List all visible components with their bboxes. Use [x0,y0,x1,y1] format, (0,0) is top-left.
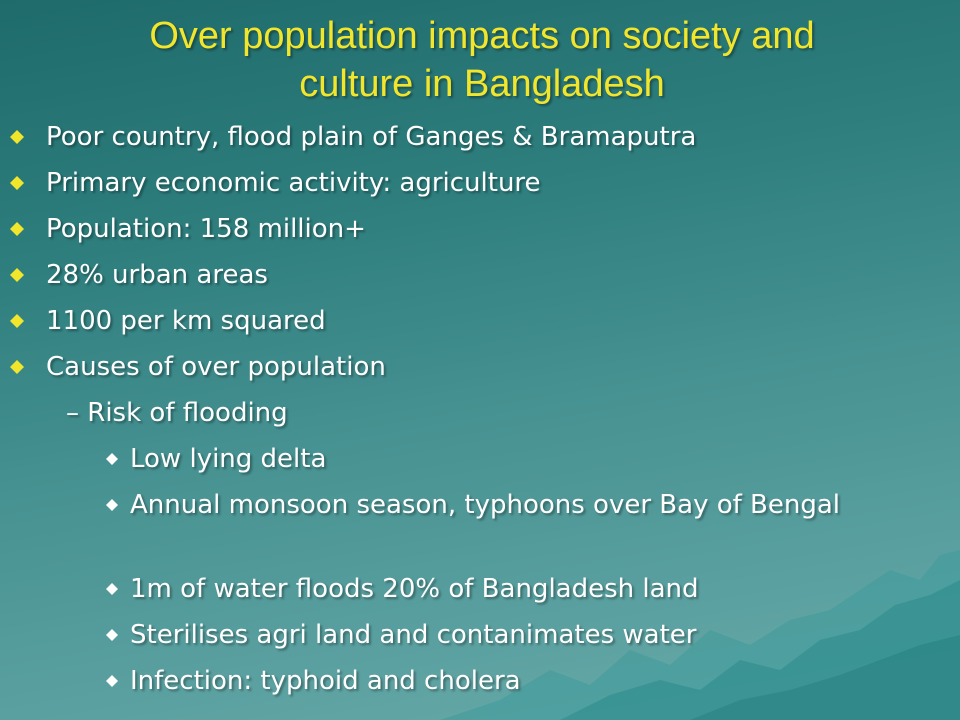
diamond-bullet-icon [106,675,118,687]
slide-title: Over population impacts on society and c… [40,12,924,108]
bullet-text: 28% urban areas [46,260,268,290]
mountain-background-graphic [440,550,960,720]
bullet-text: Low lying delta [130,444,327,474]
bullet-text: Population: 158 million+ [46,214,366,244]
bullet-text: Poor country, flood plain of Ganges & Br… [46,122,697,152]
diamond-bullet-icon [10,360,24,374]
bullet-text: 1100 per km squared [46,306,326,336]
title-line-1: Over population impacts on society and [149,15,815,57]
diamond-bullet-icon [10,130,24,144]
bullet-text: Primary economic activity: agriculture [46,168,541,198]
bullet-text: Causes of over population [46,352,386,382]
bullet-text: Annual monsoon season, typhoons over Bay… [130,490,841,520]
diamond-bullet-icon [10,176,24,190]
bullet-text: 1m of water floods 20% of Bangladesh lan… [130,574,699,604]
diamond-bullet-icon [10,314,24,328]
bullet-text: Sterilises agri land and contanimates wa… [130,620,697,650]
sub-bullet-item: – Risk of flooding [66,398,288,428]
diamond-bullet-icon [106,453,118,465]
title-line-2: culture in Bangladesh [299,63,665,105]
diamond-bullet-icon [106,583,118,595]
diamond-bullet-icon [106,629,118,641]
bullet-text: Infection: typhoid and cholera [130,666,521,696]
diamond-bullet-icon [10,268,24,282]
diamond-bullet-icon [106,499,118,511]
diamond-bullet-icon [10,222,24,236]
